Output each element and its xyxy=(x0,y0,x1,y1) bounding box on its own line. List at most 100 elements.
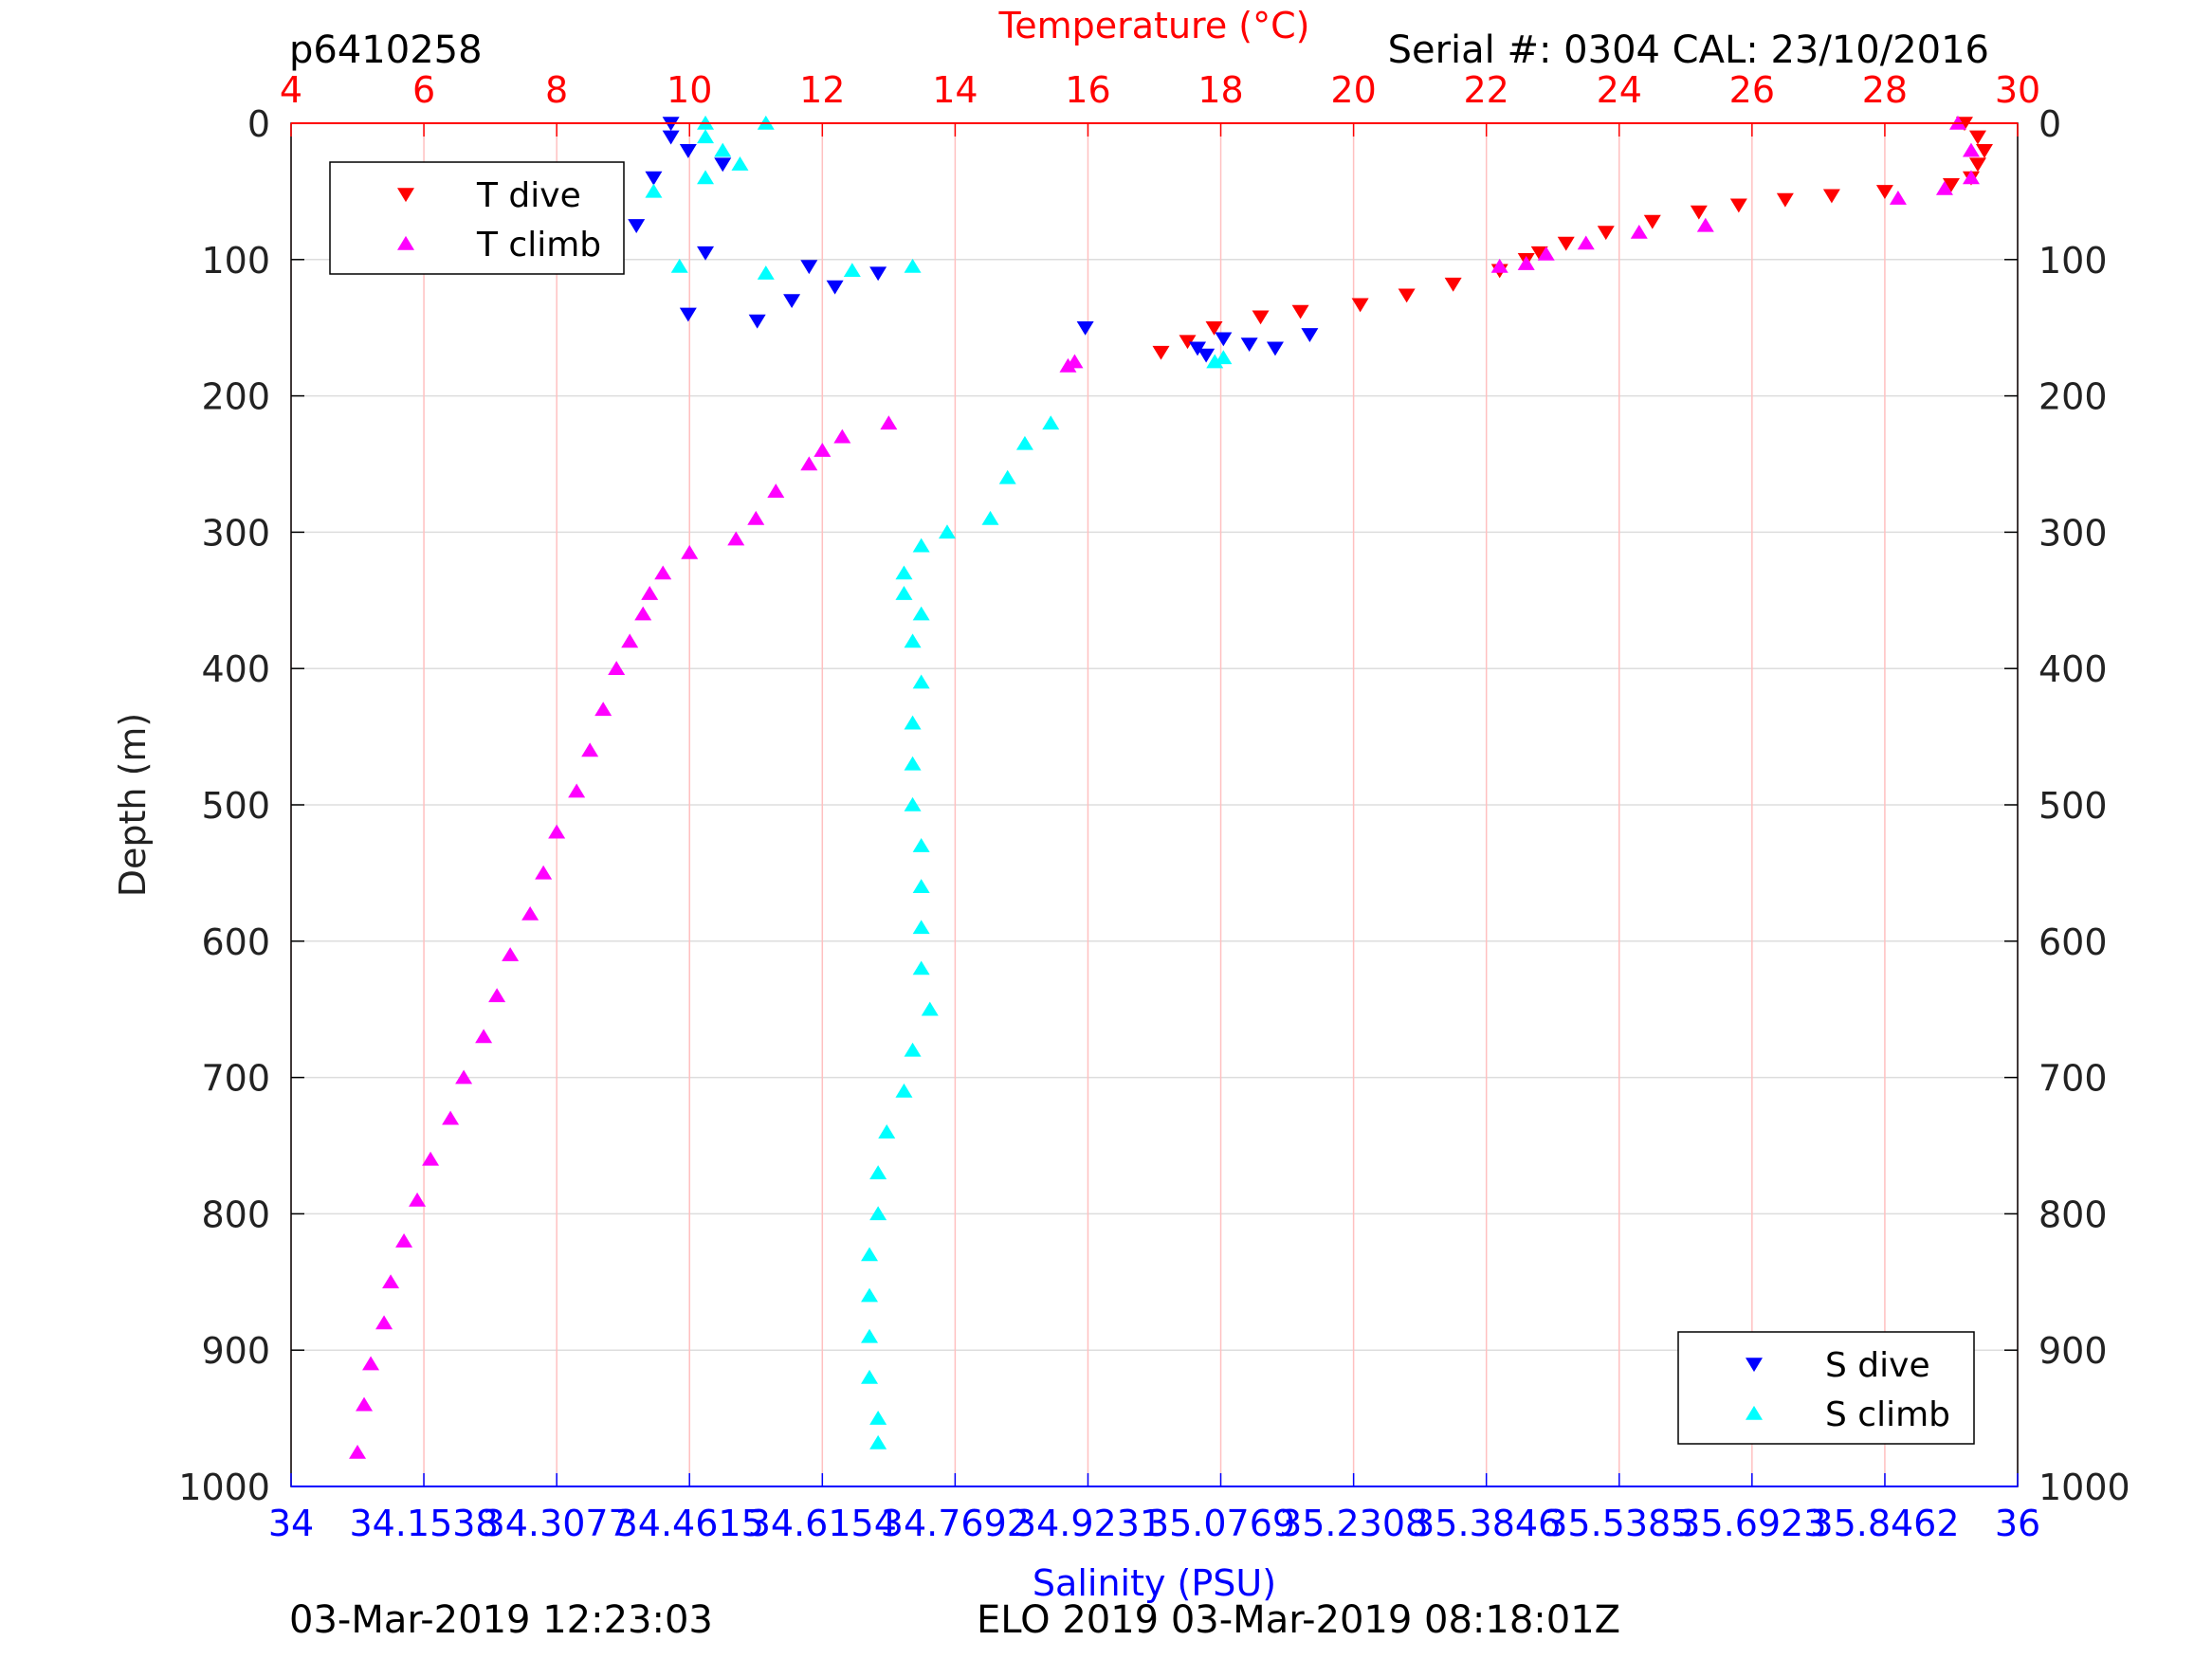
legend-top-left: T dive T climb xyxy=(329,161,625,275)
t-climb-point xyxy=(502,947,520,961)
temperature-axis-label: Temperature (°C) xyxy=(998,5,1310,46)
s-dive-point xyxy=(1076,320,1094,336)
axis-layer: 0 0 100 100 200 200 300 300 400 400 500 500 600 600 70… xyxy=(112,5,2130,1604)
legend-marker-t-climb xyxy=(397,235,414,250)
temperature-tick-label: 10 xyxy=(667,69,712,111)
t-dive-point xyxy=(1444,277,1462,292)
s-dive-point xyxy=(1215,332,1233,347)
s-climb-point xyxy=(1042,415,1060,430)
t-climb-point xyxy=(581,742,599,757)
depth-tick-label-right: 600 xyxy=(2038,921,2108,963)
series-t-climb xyxy=(349,115,1980,1459)
t-climb-point xyxy=(1059,357,1077,373)
t-dive-point xyxy=(1875,185,1893,199)
legend-label-t-dive: T dive xyxy=(476,176,581,215)
s-climb-point xyxy=(697,170,715,185)
s-climb-point xyxy=(912,674,930,689)
t-climb-point xyxy=(409,1192,427,1207)
legend-marker-t-dive xyxy=(397,188,414,203)
s-climb-point xyxy=(645,183,663,198)
salinity-tick-label: 34.3077 xyxy=(483,1503,631,1544)
t-climb-point xyxy=(455,1069,473,1085)
s-dive-point xyxy=(826,280,844,295)
t-climb-point xyxy=(1577,235,1595,250)
s-dive-point xyxy=(748,314,766,329)
t-climb-point xyxy=(349,1444,367,1459)
s-dive-point xyxy=(1189,341,1207,356)
temperature-tick-label: 4 xyxy=(280,69,302,111)
temperature-tick-label: 28 xyxy=(1862,69,1908,111)
depth-tick-label-right: 200 xyxy=(2038,376,2108,418)
t-climb-point xyxy=(594,702,612,717)
s-climb-point xyxy=(878,1124,896,1139)
s-dive-point xyxy=(1266,341,1284,356)
legend-layer: T dive T climb S dive S climb xyxy=(329,161,1975,1445)
s-climb-point xyxy=(869,1411,887,1425)
s-climb-point xyxy=(912,879,930,894)
t-dive-point xyxy=(1179,335,1197,350)
depth-tick-label-right: 0 xyxy=(2038,103,2061,145)
salinity-axis-label: Salinity (PSU) xyxy=(1033,1562,1276,1604)
legend-label-s-dive: S dive xyxy=(1825,1346,1930,1385)
mission-timestamp: ELO 2019 03-Mar-2019 08:18:01Z xyxy=(977,1598,1621,1642)
t-climb-point xyxy=(1889,190,1907,205)
t-climb-point xyxy=(535,865,553,880)
salinity-tick-label: 35.8462 xyxy=(1810,1503,1959,1544)
t-climb-point xyxy=(488,988,506,1003)
t-dive-point xyxy=(1291,304,1309,319)
t-climb-point xyxy=(375,1315,393,1330)
s-climb-point xyxy=(869,1206,887,1221)
s-climb-point xyxy=(869,1434,887,1449)
salinity-tick-label: 35.0769 xyxy=(1146,1503,1295,1544)
s-climb-point xyxy=(861,1247,879,1262)
salinity-tick-label: 35.3846 xyxy=(1412,1503,1561,1544)
t-dive-point xyxy=(1968,130,1986,145)
legend-bottom-right: S dive S climb xyxy=(1677,1331,1975,1445)
depth-tick-label-left: 100 xyxy=(201,240,270,282)
t-climb-point xyxy=(833,428,851,444)
t-dive-point xyxy=(1557,236,1575,251)
s-climb-point xyxy=(904,715,922,730)
salinity-tick-label: 34.9231 xyxy=(1014,1503,1162,1544)
t-climb-point xyxy=(1962,170,1980,185)
t-dive-point xyxy=(1975,144,1993,158)
t-climb-point xyxy=(395,1233,413,1248)
depth-tick-label-right: 800 xyxy=(2038,1194,2108,1235)
s-climb-point xyxy=(912,920,930,935)
salinity-tick-label: 34.7692 xyxy=(881,1503,1030,1544)
t-dive-point xyxy=(1776,192,1794,208)
s-dive-point xyxy=(1240,337,1258,353)
s-dive-point xyxy=(1197,348,1216,363)
depth-tick-label-right: 500 xyxy=(2038,785,2108,827)
t-climb-point xyxy=(568,783,586,798)
t-dive-point xyxy=(1351,298,1369,313)
t-climb-point xyxy=(1630,224,1648,239)
depth-tick-label-left: 1000 xyxy=(178,1467,270,1508)
temperature-tick-label: 24 xyxy=(1597,69,1642,111)
t-climb-point xyxy=(1490,258,1508,273)
t-climb-point xyxy=(382,1274,400,1289)
series-s-climb xyxy=(541,115,1233,1449)
salinity-tick-label: 34 xyxy=(268,1503,314,1544)
s-dive-point xyxy=(800,260,818,275)
t-climb-point xyxy=(442,1110,460,1125)
legend-label-s-climb: S climb xyxy=(1825,1395,1950,1434)
t-climb-point xyxy=(800,456,818,471)
legend-marker-s-dive xyxy=(1746,1358,1763,1373)
temperature-tick-label: 26 xyxy=(1729,69,1775,111)
t-climb-point xyxy=(880,415,898,430)
salinity-tick-label: 34.1538 xyxy=(349,1503,498,1544)
s-climb-point xyxy=(869,1165,887,1180)
t-dive-point xyxy=(1205,320,1223,336)
s-climb-point xyxy=(912,538,930,553)
s-climb-point xyxy=(921,1001,939,1016)
temperature-tick-label: 6 xyxy=(412,69,435,111)
salinity-tick-label: 35.6923 xyxy=(1677,1503,1826,1544)
t-climb-point xyxy=(548,824,566,839)
s-climb-point xyxy=(904,756,922,771)
s-climb-point xyxy=(697,129,715,144)
s-climb-point xyxy=(895,586,913,600)
t-climb-point xyxy=(1517,256,1535,270)
serial-cal-label: Serial #: 0304 CAL: 23/10/2016 xyxy=(1387,28,1989,72)
s-dive-point xyxy=(714,157,732,173)
